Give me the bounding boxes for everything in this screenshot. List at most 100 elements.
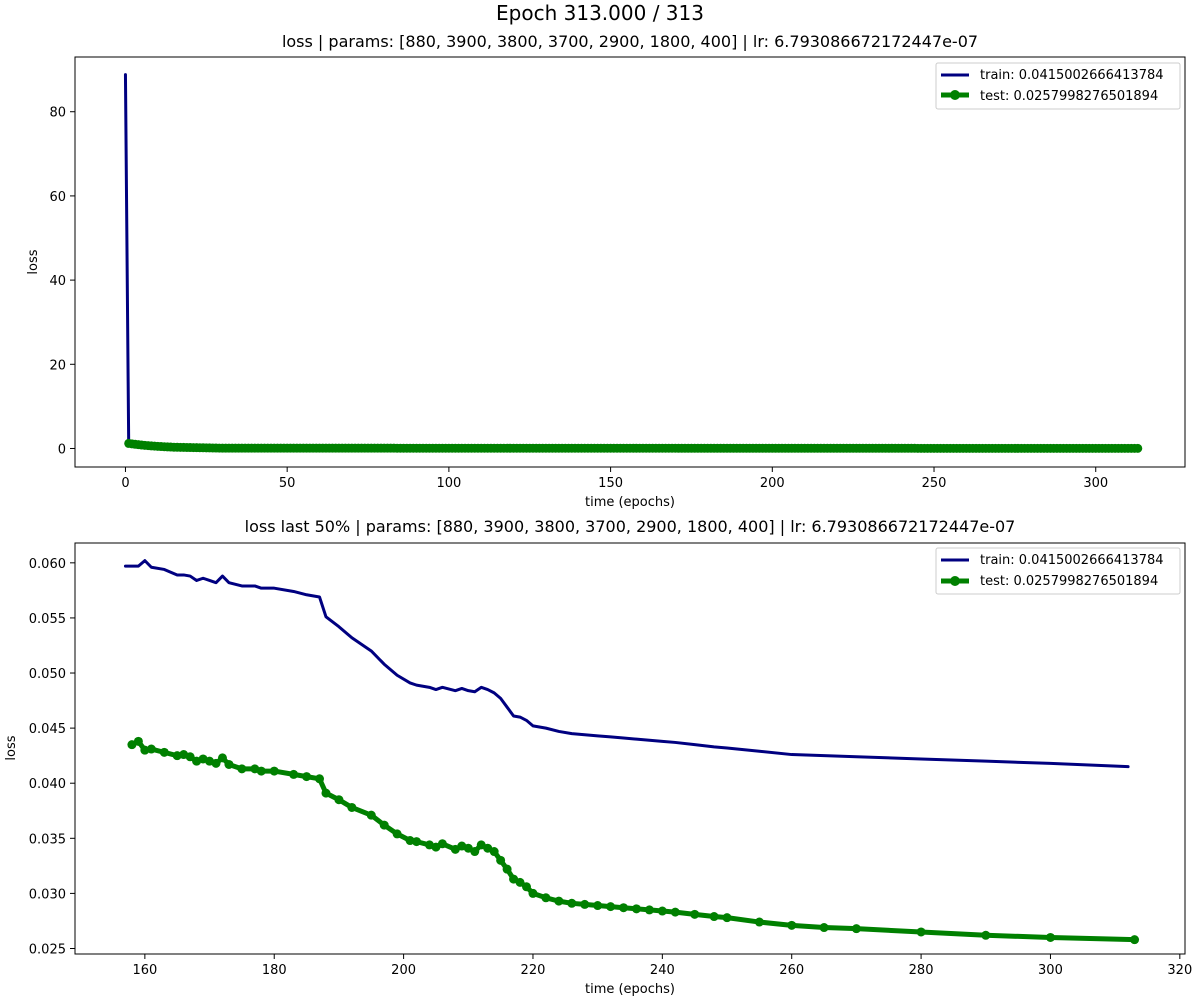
bottom-chart-test-point [302,772,312,782]
bottom-chart-test-point [851,924,861,934]
bottom-chart-ylabel: loss [4,735,19,760]
bottom-chart-x-tick-label: 320 [1167,963,1192,978]
figure-suptitle: Epoch 313.000 / 313 [496,1,704,25]
bottom-chart-y-tick-label: 0.045 [29,722,66,737]
bottom-chart-test-point [787,920,797,930]
bottom-chart-test-point [224,759,234,769]
bottom-chart-x-tick-label: 180 [262,963,287,978]
bottom-chart-test-point [619,903,629,913]
bottom-chart-plot-area [123,559,1140,945]
bottom-chart-test-point [237,764,247,774]
bottom-chart-y-tick-label: 0.055 [29,612,66,627]
bottom-chart-test-point [670,907,680,917]
bottom-chart-test-point [515,877,525,887]
bottom-chart-test-point [644,905,654,915]
bottom-chart: loss last 50% | params: [880, 3900, 3800… [4,517,1192,997]
top-chart-title: loss | params: [880, 3900, 3800, 3700, 2… [282,32,978,51]
bottom-chart-test-point [528,888,538,898]
bottom-chart-test-point [541,893,551,903]
bottom-chart-test-point [916,927,926,937]
bottom-chart-test-point [269,766,279,776]
bottom-chart-x-tick-label: 300 [1038,963,1063,978]
bottom-chart-test-point [347,802,357,812]
bottom-chart-y-tick-label: 0.040 [29,777,66,792]
legend-test-label: test: 0.0257998276501894 [980,574,1158,589]
bottom-chart-test-point [981,930,991,940]
bottom-chart-x-ticks: 160 180 200 220 240 260 280 300 320 [132,954,1192,978]
bottom-chart-test-point [709,912,719,922]
bottom-chart-test-point [211,758,221,768]
bottom-chart-y-tick-label: 0.050 [29,667,66,682]
bottom-chart-test-point [366,810,376,820]
top-chart-xlabel: time (epochs) [585,495,675,510]
top-chart: loss | params: [880, 3900, 3800, 3700, 2… [26,32,1186,510]
bottom-chart-test-point [159,747,169,757]
top-chart-x-tick-label: 0 [121,476,129,491]
top-chart-x-tick-label: 300 [1083,476,1108,491]
bottom-chart-test-point [722,913,732,923]
bottom-chart-test-point [1045,932,1055,942]
bottom-chart-test-point [496,855,506,865]
bottom-chart-y-tick-label: 0.060 [29,557,66,572]
bottom-chart-y-tick-label: 0.030 [29,887,66,902]
top-chart-legend: train: 0.0415002666413784 test: 0.025799… [935,62,1181,110]
bottom-chart-test-point [334,795,344,805]
top-chart-y-tick-label: 60 [49,190,66,205]
top-chart-frame [74,56,1186,468]
bottom-chart-test-point [489,847,499,857]
bottom-chart-test-point [554,896,564,906]
bottom-chart-test-point [256,766,266,776]
top-chart-x-tick-label: 200 [760,476,785,491]
legend-test-marker [950,576,960,586]
bottom-chart-x-tick-label: 240 [650,963,675,978]
top-chart-legend-box [935,62,1181,110]
legend-test-marker [950,90,960,100]
top-chart-x-tick-label: 50 [279,476,296,491]
top-chart-y-tick-label: 0 [58,442,66,457]
top-chart-x-tick-label: 100 [436,476,461,491]
bottom-chart-test-point [379,820,389,830]
top-chart-ylabel: loss [26,249,41,274]
bottom-chart-test-point [185,752,195,762]
bottom-chart-test-point [606,902,616,912]
legend-train-label: train: 0.0415002666413784 [980,553,1164,568]
bottom-chart-xlabel: time (epochs) [585,982,675,997]
bottom-chart-x-tick-label: 160 [132,963,157,978]
bottom-chart-test-point [321,788,331,798]
top-chart-x-tick-label: 250 [922,476,947,491]
bottom-chart-train-series-line [123,559,1130,769]
bottom-chart-y-ticks: 0.025 0.030 0.035 0.040 0.045 0.050 0.055 0.060 [29,557,75,957]
bottom-chart-test-point [315,774,325,784]
bottom-chart-test-point [470,847,480,857]
bottom-chart-x-tick-label: 280 [909,963,934,978]
bottom-chart-test-point [217,753,227,763]
bottom-chart-test-point [690,909,700,919]
top-chart-y-tick-label: 20 [49,358,66,373]
bottom-chart-test-point [522,882,531,892]
top-chart-x-ticks: 0 50 100 150 200 250 300 [121,467,1108,491]
bottom-chart-test-point [502,864,512,874]
bottom-chart-test-point [580,899,590,909]
bottom-chart-test-point [146,744,156,754]
legend-train-label: train: 0.0415002666413784 [980,68,1164,83]
bottom-chart-test-point [392,829,402,839]
bottom-chart-test-point [567,898,577,908]
top-chart-y-tick-label: 40 [49,274,66,289]
bottom-chart-test-point [437,839,447,849]
bottom-chart-test-point [754,917,764,927]
bottom-chart-frame [74,542,1186,955]
bottom-chart-test-point [412,837,422,847]
top-chart-x-tick-label: 150 [598,476,623,491]
bottom-chart-y-tick-label: 0.025 [29,942,66,957]
bottom-chart-test-point [593,901,603,911]
top-chart-test-point [1133,443,1143,453]
bottom-chart-test-point [657,906,667,916]
bottom-chart-x-tick-label: 200 [391,963,416,978]
bottom-chart-test-point [133,736,143,746]
bottom-chart-y-tick-label: 0.035 [29,832,66,847]
bottom-chart-legend: train: 0.0415002666413784 test: 0.025799… [935,547,1181,595]
bottom-chart-test-point [819,923,829,933]
top-chart-y-ticks: 0 20 40 60 80 [49,106,75,457]
